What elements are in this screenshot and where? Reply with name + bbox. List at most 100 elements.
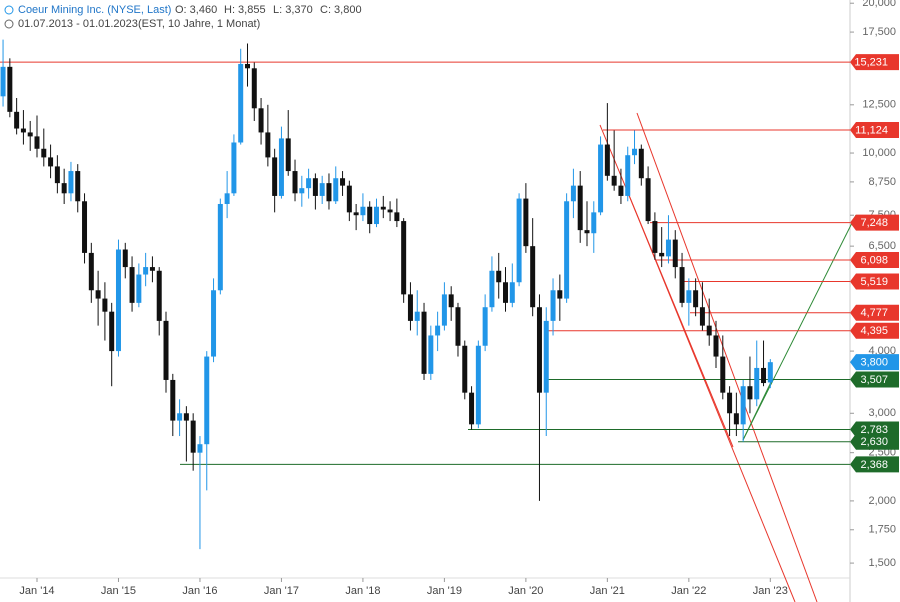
level-tag (850, 354, 899, 371)
candle-body (360, 206, 366, 216)
x-tick-label: Jan '15 (101, 585, 136, 597)
x-tick-label: Jan '14 (19, 585, 54, 597)
header-high: H: 3,855 (224, 4, 266, 16)
candle-body (611, 175, 617, 186)
level-label: 3,507 (860, 374, 888, 386)
candle-body (761, 367, 767, 384)
levels (0, 61, 850, 465)
candle-body (190, 420, 196, 453)
candle-body (326, 183, 332, 202)
header-info: (EST, 10 Jahre, 1 Monat) (138, 18, 260, 30)
candle-body (14, 111, 20, 129)
candle-body (312, 178, 318, 196)
trend-line (742, 379, 773, 441)
level-tag (850, 456, 899, 473)
candle-body (706, 325, 712, 336)
level-label: 4,395 (860, 325, 888, 337)
candle-body (149, 267, 155, 271)
candle-body (34, 136, 40, 149)
candles (0, 39, 773, 550)
header-title: Coeur Mining Inc. (NYSE, Last) (18, 4, 171, 16)
candle-body (489, 270, 495, 308)
candle-body (482, 307, 488, 346)
candle-body (475, 345, 481, 425)
y-tick-label: 4,000 (868, 345, 896, 357)
level-label: 2,630 (860, 436, 888, 448)
candle-body (699, 307, 705, 326)
candle-body (75, 171, 81, 202)
candle-body (720, 356, 726, 393)
y-tick-label: 10,000 (862, 147, 896, 159)
y-tick-label: 3,000 (868, 407, 896, 419)
candle-body (238, 63, 244, 143)
y-tick-label: 20,000 (862, 0, 896, 9)
candle-body (516, 198, 522, 283)
candle-body (68, 171, 74, 194)
candle-body (88, 252, 94, 291)
candle-body (292, 171, 298, 194)
x-tick-label: Jan '17 (264, 585, 299, 597)
candle-body (693, 290, 699, 308)
candle-body (530, 246, 536, 308)
candle-body (374, 206, 379, 225)
level-label: 4,777 (860, 307, 888, 319)
level-tag (850, 214, 899, 231)
level-label: 5,519 (860, 276, 888, 288)
channel-line (636, 112, 818, 602)
candle-body (122, 249, 128, 268)
candle-body (536, 307, 542, 393)
header-low: L: 3,370 (273, 4, 313, 16)
level-tag (850, 54, 899, 71)
candle-body (340, 178, 346, 186)
candle-body (231, 142, 237, 194)
icon (4, 5, 14, 15)
level-tag (850, 304, 899, 321)
level-label: 2,368 (860, 459, 888, 471)
level-label: 3,800 (860, 357, 888, 369)
candle-body (278, 138, 284, 196)
x-tick-label: Jan '20 (508, 585, 543, 597)
candle-body (82, 201, 88, 253)
candle-body (251, 68, 257, 109)
candle-body (469, 392, 475, 425)
y-tick-label: 6,500 (868, 240, 896, 252)
candle-body (652, 221, 658, 253)
candle-body (767, 362, 773, 383)
candle-body (177, 413, 183, 421)
y-tick-label: 12,500 (862, 99, 896, 111)
candle-body (272, 157, 278, 196)
candle-body (285, 138, 291, 172)
candle-body (428, 335, 434, 374)
y-tick-label: 1,500 (868, 557, 896, 569)
candle-body (645, 178, 651, 222)
candle-body (598, 144, 604, 213)
candle-body (727, 392, 733, 414)
candle-body (48, 157, 54, 167)
candle-body (509, 282, 515, 303)
y-tick-label: 1,750 (868, 524, 896, 536)
candle-body (41, 148, 47, 158)
candle-body (672, 239, 678, 268)
level-tag (850, 371, 899, 388)
candle-body (733, 413, 739, 425)
candle-body (353, 212, 359, 216)
candle-body (244, 63, 250, 69)
level-label: 7,248 (860, 217, 888, 229)
candle-body (747, 386, 753, 400)
candle-body (462, 345, 468, 393)
candle-body (299, 188, 305, 194)
candle-body (665, 239, 671, 257)
level-label: 6,098 (860, 254, 888, 266)
candle-body (102, 298, 108, 312)
candle-body (109, 311, 115, 352)
candle-body (27, 132, 33, 137)
candle-body (421, 311, 427, 374)
candle-body (143, 267, 149, 275)
candle-body (319, 183, 325, 196)
candle-body (367, 206, 373, 225)
candle-body (217, 203, 223, 291)
candle-body (163, 320, 169, 380)
candle-body (713, 335, 719, 357)
level-tag (850, 433, 899, 450)
candle-body (659, 252, 665, 257)
